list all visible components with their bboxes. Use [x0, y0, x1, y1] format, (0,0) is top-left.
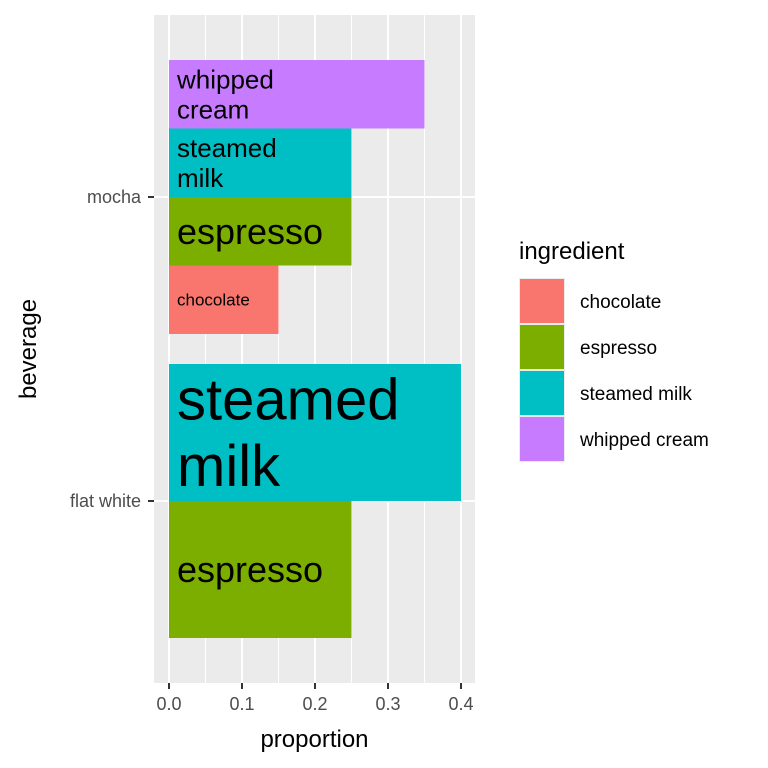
legend: ingredient chocolate espresso steamed milk w…	[519, 238, 709, 462]
bar-label-mocha-espresso-0: espresso	[177, 211, 323, 252]
bar-label-flat-white-steamed-milk-1: milk	[177, 434, 281, 499]
bar-mocha-steamed-milk	[169, 128, 352, 197]
bar-label-flat-white-steamed-milk-0: steamed	[177, 367, 399, 432]
legend-label-steamed-milk: steamed milk	[580, 384, 692, 405]
legend-label-espresso: espresso	[580, 338, 657, 359]
bar-mocha-espresso	[169, 197, 352, 266]
x-tick-label: 0.4	[448, 694, 473, 714]
legend-swatch-chocolate	[520, 279, 564, 323]
bar-label-mocha-chocolate-0: chocolate	[177, 291, 250, 310]
bar-flat-white-steamed-milk	[169, 364, 461, 501]
legend-swatch-steamed-milk	[520, 371, 564, 415]
legend-swatch-espresso	[520, 325, 564, 369]
bar-label-mocha-steamed-milk-0: steamed	[177, 133, 277, 163]
x-tick-label: 0.2	[302, 694, 327, 714]
y-tick-label: flat white	[70, 491, 141, 511]
bar-label-flat-white-espresso-0: espresso	[177, 549, 323, 590]
y-tick-label: mocha	[87, 187, 142, 207]
legend-label-whipped-cream: whipped cream	[579, 430, 709, 451]
legend-swatch-whipped-cream	[520, 417, 564, 461]
x-tick-label: 0.1	[229, 694, 254, 714]
x-tick-label: 0.0	[156, 694, 181, 714]
x-axis-title: proportion	[260, 726, 368, 753]
bar-label-mocha-steamed-milk-1: milk	[177, 163, 224, 193]
legend-title: ingredient	[519, 238, 625, 265]
bar-flat-white-espresso	[169, 501, 352, 638]
bar-mocha-chocolate	[169, 265, 279, 334]
y-axis-title: beverage	[15, 299, 42, 399]
bar-label-mocha-whipped-cream-1: cream	[177, 94, 249, 124]
bar-label-mocha-whipped-cream-0: whipped	[176, 64, 274, 94]
bar-mocha-whipped-cream	[169, 60, 425, 129]
x-tick-label: 0.3	[375, 694, 400, 714]
legend-label-chocolate: chocolate	[580, 292, 661, 313]
